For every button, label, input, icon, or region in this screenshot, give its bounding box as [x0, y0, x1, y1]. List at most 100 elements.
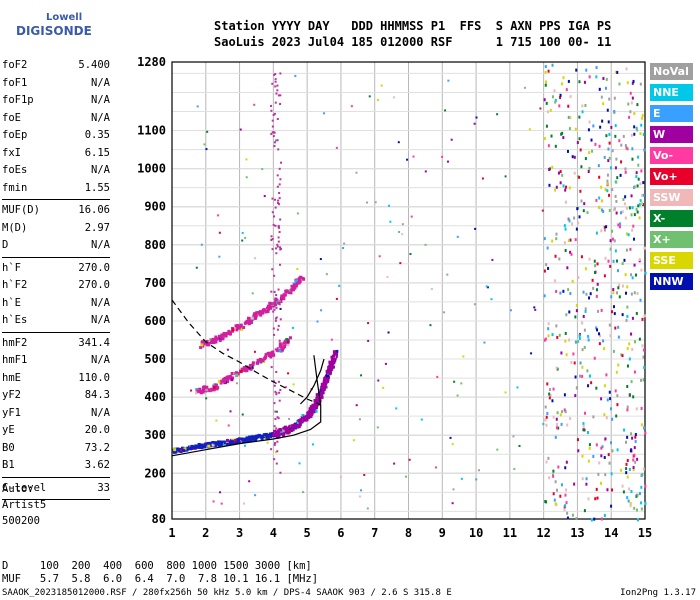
multihop-trace-point [239, 323, 243, 327]
noise-echo [528, 128, 531, 131]
f2-trace-point [326, 374, 330, 378]
noise-echo [570, 361, 573, 365]
noise-echo [618, 225, 621, 229]
echo-streak [274, 390, 277, 393]
noise-echo [582, 290, 585, 294]
multihop-trace-point [231, 329, 235, 333]
noise-echo [615, 180, 618, 184]
echo-streak [272, 223, 275, 226]
noise-echo [358, 418, 361, 421]
noise-echo [621, 210, 624, 214]
noise-echo [595, 66, 598, 70]
multihop-trace-point [299, 275, 303, 279]
noise-echo [564, 466, 567, 470]
noise-echo [634, 439, 637, 443]
param-row: D N/A [2, 237, 110, 255]
noise-echo [617, 325, 620, 329]
noise-echo [613, 312, 616, 316]
f2-trace-point [324, 385, 328, 389]
noise-echo [587, 169, 590, 173]
noise-echo [587, 459, 590, 463]
noise-echo [597, 309, 600, 313]
plot-frame [171, 61, 646, 520]
noise-echo [618, 82, 621, 86]
echo-streak [273, 402, 276, 405]
noise-echo [355, 171, 358, 174]
multihop-trace-point [269, 302, 273, 306]
multihop-trace-point [199, 345, 203, 349]
echo-streak [277, 226, 280, 229]
noise-echo [582, 422, 585, 426]
noise-echo [584, 103, 587, 107]
x-tick-label: 15 [638, 526, 652, 540]
noise-echo [592, 286, 595, 290]
noise-echo [644, 271, 647, 275]
noise-echo [616, 403, 619, 407]
param-name: yF1 [2, 406, 21, 419]
muf-distance-row: D 100 200 400 600 800 1000 1500 3000 [km… [2, 560, 312, 572]
noise-echo [606, 182, 609, 186]
x-tick-label: 9 [439, 526, 446, 540]
noise-echo [625, 232, 628, 236]
noise-echo [634, 435, 637, 439]
noise-echo [547, 327, 550, 331]
noise-echo [274, 139, 277, 142]
noise-echo [546, 246, 549, 250]
multihop-trace-point [249, 363, 253, 367]
noise-echo [581, 110, 584, 114]
noise-echo [620, 143, 623, 147]
noise-echo [593, 517, 596, 521]
noise-echo [562, 289, 565, 293]
param-row: foEp 0.35 [2, 127, 110, 145]
f2-trace-point [335, 349, 339, 353]
noise-echo [377, 379, 380, 382]
noise-echo [618, 295, 621, 299]
f2-trace-point [320, 385, 324, 389]
multihop-trace-point [254, 316, 258, 320]
noise-echo [291, 326, 294, 329]
f2-trace-point [318, 392, 322, 396]
f2-trace-point [189, 446, 193, 450]
noise-echo [629, 110, 632, 114]
noise-echo [629, 449, 632, 453]
noise-echo [561, 131, 564, 135]
param-value: 341.4 [78, 336, 110, 349]
multihop-trace-point [256, 358, 260, 362]
noise-echo [608, 132, 611, 136]
noise-echo [296, 267, 299, 270]
noise-echo [358, 495, 361, 498]
legend-item: Vo- [650, 147, 693, 164]
noise-echo [275, 410, 278, 413]
echo-streak [277, 148, 280, 151]
noise-echo [616, 291, 619, 295]
f2-trace-point [304, 415, 308, 419]
echo-streak [278, 339, 281, 342]
f2-trace-point [311, 410, 315, 414]
param-value: 6.15 [84, 146, 110, 159]
noise-echo [642, 355, 645, 359]
f2-trace-point [211, 443, 215, 447]
noise-echo [591, 278, 594, 282]
param-value: 1.55 [84, 181, 110, 194]
x-tick-label: 5 [304, 526, 311, 540]
noise-echo [616, 176, 619, 180]
param-value: N/A [91, 354, 110, 366]
x-tick-label: 3 [236, 526, 243, 540]
multihop-trace-point [212, 388, 216, 392]
f2-trace-point [231, 440, 235, 444]
noise-echo [509, 309, 512, 312]
f2-trace-point [211, 440, 215, 444]
noise-echo [628, 115, 631, 119]
echo-streak [275, 370, 278, 373]
noise-echo [563, 241, 566, 245]
noise-echo [628, 206, 631, 210]
param-value: N/A [91, 164, 110, 176]
echo-streak [277, 199, 280, 202]
noise-echo [557, 171, 560, 175]
noise-echo [640, 407, 643, 411]
noise-echo [616, 394, 619, 398]
noise-echo [631, 206, 634, 210]
noise-echo [583, 202, 586, 206]
f2-trace-point [196, 445, 200, 449]
f2-trace-point [293, 424, 297, 428]
